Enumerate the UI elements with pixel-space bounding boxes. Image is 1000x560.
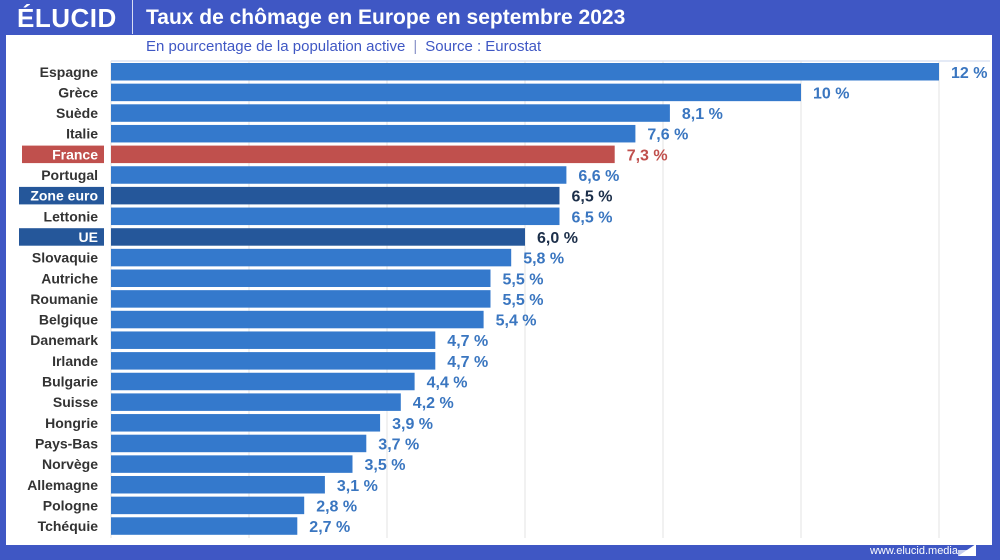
bar (111, 517, 298, 535)
value-label: 6,0 % (537, 230, 578, 247)
subtitle-measure: En pourcentage de la population active (146, 38, 406, 55)
bar (111, 248, 512, 267)
category-label: Pologne (43, 497, 98, 513)
chart-subtitle: En pourcentage de la population active | S… (146, 38, 541, 56)
category-label: Portugal (41, 167, 98, 183)
category-label: Norvège (42, 456, 98, 472)
value-label: 2,8 % (316, 498, 357, 515)
value-label: 5,8 % (523, 251, 564, 268)
elucid-logo: ÉLUCID (17, 3, 117, 33)
category-label: UE (79, 229, 98, 245)
subtitle-separator: | (413, 38, 418, 55)
value-label: 6,5 % (572, 189, 613, 206)
category-label: Grèce (58, 84, 98, 100)
category-label: Suisse (53, 394, 98, 410)
value-label: 4,7 % (447, 354, 488, 371)
bar (111, 104, 670, 122)
value-label: 5,5 % (503, 271, 544, 288)
value-label: 2,7 % (309, 519, 350, 536)
bar (111, 372, 415, 391)
bar (111, 83, 801, 102)
value-label: 7,6 % (647, 127, 688, 144)
subtitle-source: Source : Eurostat (425, 38, 542, 55)
category-label: Espagne (40, 64, 99, 80)
elucid-flag-icon (958, 544, 976, 556)
value-label: 4,4 % (427, 375, 468, 392)
value-label: 3,5 % (365, 457, 406, 474)
value-label: 10 % (813, 85, 849, 102)
value-label: 5,4 % (496, 313, 537, 330)
bar (111, 124, 636, 143)
bar (111, 455, 353, 473)
category-label-highlight (19, 186, 104, 205)
category-label: Bulgarie (42, 374, 98, 390)
category-label: Danemark (30, 332, 98, 348)
category-label: Allemagne (27, 477, 98, 493)
bar (111, 393, 401, 411)
chart-title: Taux de chômage en Europe en septembre 2… (146, 6, 626, 29)
value-label: 6,5 % (572, 209, 613, 226)
value-label: 5,5 % (503, 292, 544, 309)
bar (111, 269, 491, 287)
value-label: 12 % (951, 65, 987, 82)
value-label: 4,2 % (413, 395, 454, 412)
category-label: Italie (66, 126, 98, 142)
header: ÉLUCID Taux de chômage en Europe en sept… (0, 0, 1000, 36)
category-label: Suède (56, 105, 98, 121)
bar (111, 145, 615, 164)
bar (111, 352, 436, 370)
bar (111, 331, 436, 349)
category-label: Roumanie (30, 291, 98, 307)
bar (111, 207, 560, 226)
value-label: 4,7 % (447, 333, 488, 350)
bar (111, 496, 305, 515)
footer-url[interactable]: www.elucid.media (869, 545, 958, 557)
bar (111, 434, 367, 453)
bar (111, 166, 567, 184)
value-label: 3,9 % (392, 416, 433, 433)
bar (111, 310, 484, 329)
bar (111, 63, 939, 81)
value-label: 6,6 % (578, 168, 619, 185)
bar (111, 476, 325, 494)
header-divider (132, 0, 133, 34)
value-label: 3,1 % (337, 478, 378, 495)
category-label: Autriche (41, 270, 98, 286)
category-label: Pays-Bas (35, 435, 98, 451)
category-label: Hongrie (45, 415, 98, 431)
category-label: Tchéquie (38, 518, 99, 534)
category-label: Belgique (39, 312, 98, 328)
category-label: Zone euro (30, 188, 98, 204)
bar (111, 186, 560, 205)
category-label-highlight (19, 228, 104, 246)
value-label: 8,1 % (682, 106, 723, 123)
value-label: 3,7 % (378, 436, 419, 453)
category-label: Slovaquie (32, 250, 98, 266)
bar (111, 228, 525, 246)
bar (111, 290, 491, 308)
category-label: France (52, 146, 98, 162)
category-label-highlight (22, 145, 104, 164)
category-label: Irlande (52, 353, 98, 369)
category-label: Lettonie (44, 208, 99, 224)
value-label: 7,3 % (627, 147, 668, 164)
bar (111, 414, 381, 432)
